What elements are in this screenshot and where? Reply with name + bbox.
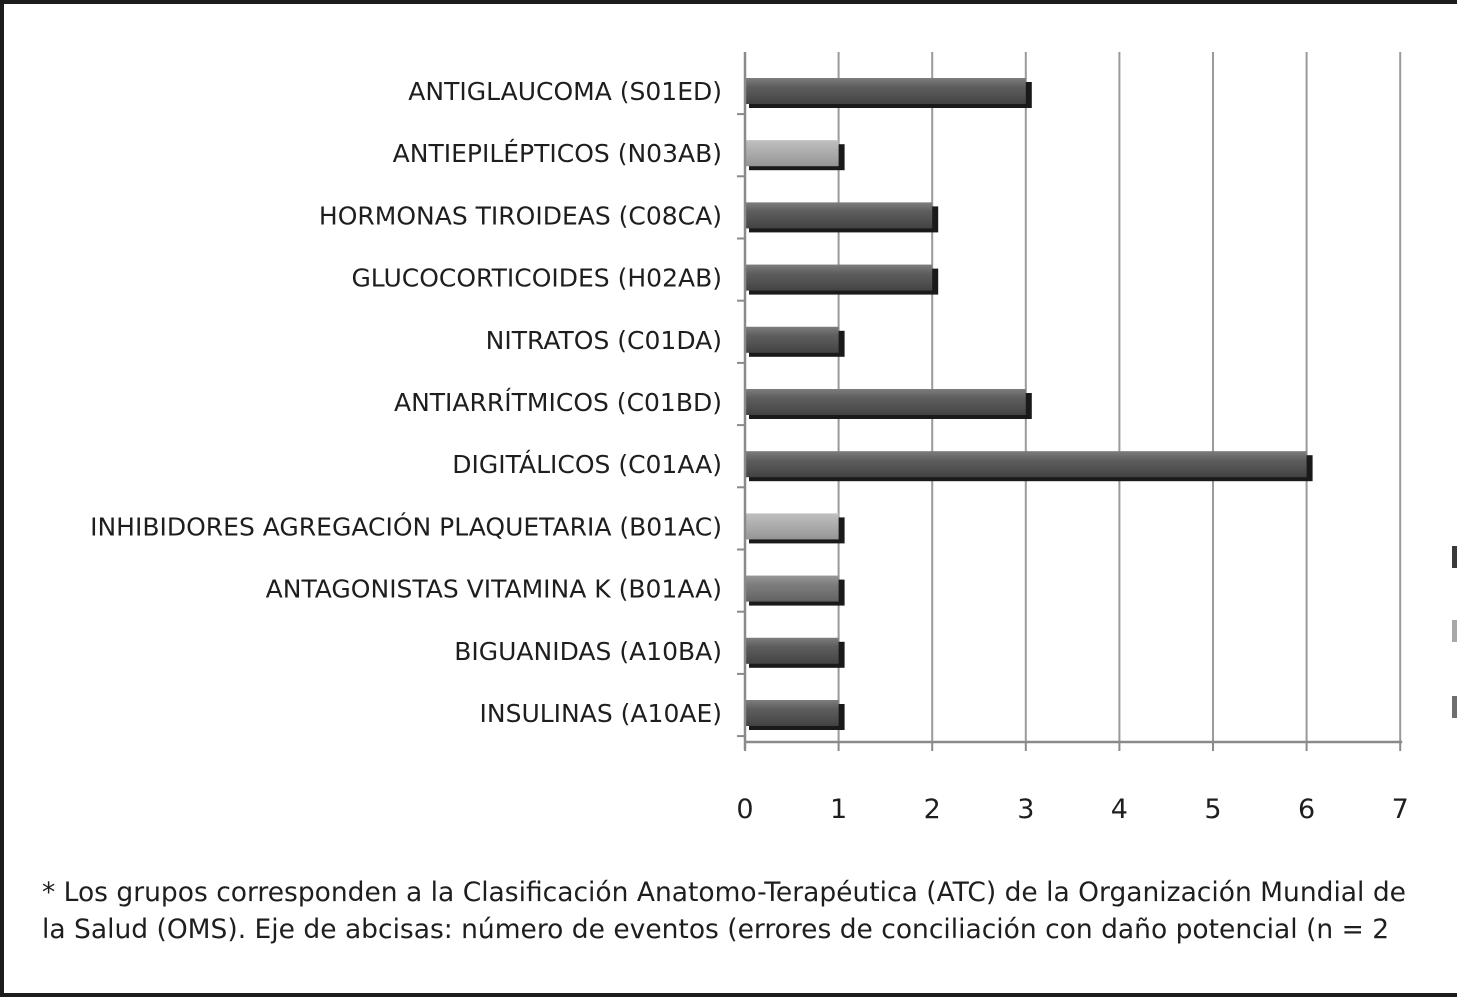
bar-sheen — [745, 326, 839, 353]
x-tick-label: 7 — [1392, 794, 1409, 825]
category-label: INHIBIDORES AGREGACIÓN PLAQUETARIA (B01A… — [90, 511, 722, 541]
category-label: ANTIARRÍTMICOS (C01BD) — [394, 388, 722, 417]
category-label: ANTIEPILÉPTICOS (N03AB) — [393, 139, 722, 168]
x-tick-label: 3 — [1017, 794, 1034, 825]
bar-sheen — [745, 700, 839, 726]
x-tick-label: 2 — [924, 794, 941, 825]
bar-sheen — [745, 575, 839, 602]
bar-sheen — [745, 140, 839, 167]
bar-sheen — [745, 264, 933, 291]
bar-chart: 0 1 2 3 4 5 6 7 ANTIGLAUCOMA (S01ED) ANTIEPILÉPTI… — [90, 52, 1457, 825]
footnote-line-1: * Los grupos corresponden a la Clasifica… — [42, 877, 1406, 908]
x-tick-label: 6 — [1298, 794, 1315, 825]
bar-sheen — [745, 513, 839, 540]
category-label: ANTIGLAUCOMA (S01ED) — [408, 77, 722, 106]
x-tick-label: 0 — [736, 794, 753, 825]
category-label: INSULINAS (A10AE) — [480, 699, 722, 728]
x-tick-label: 5 — [1204, 794, 1221, 825]
category-label: HORMONAS TIROIDEAS (C08CA) — [319, 201, 722, 230]
bar-sheen — [745, 78, 1026, 104]
category-label: BIGUANIDAS (A10BA) — [454, 637, 722, 666]
legend-swatch — [1452, 546, 1457, 568]
footnote: * Los grupos corresponden a la Clasifica… — [42, 874, 1457, 948]
category-label: DIGITÁLICOS (C01AA) — [452, 450, 722, 479]
category-label: NITRATOS (C01DA) — [486, 326, 722, 355]
bar-sheen — [745, 637, 839, 664]
bar-sheen — [745, 451, 1307, 478]
legend-swatch — [1452, 620, 1457, 642]
category-label: GLUCOCORTICOIDES (H02AB) — [351, 264, 722, 293]
x-tick-label: 1 — [830, 794, 847, 825]
footnote-line-2: la Salud (OMS). Eje de abcisas: número d… — [42, 914, 1390, 945]
bar-sheen — [745, 202, 933, 229]
legend-swatch — [1452, 696, 1457, 718]
x-tick-label: 4 — [1111, 794, 1128, 825]
category-label: ANTAGONISTAS VITAMINA K (B01AA) — [266, 575, 722, 604]
bar-sheen — [745, 389, 1026, 415]
